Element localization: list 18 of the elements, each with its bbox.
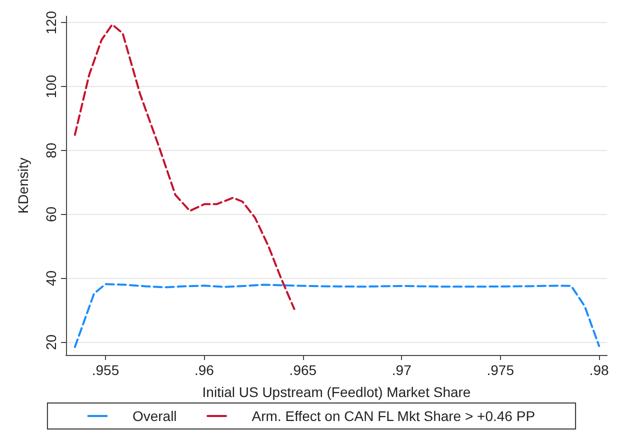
y-tick-label: 120	[43, 10, 59, 34]
line-series	[74, 283, 600, 348]
legend-label: Arm. Effect on CAN FL Mkt Share > +0.46 PP	[252, 408, 536, 424]
x-tick-label: .98	[589, 362, 610, 378]
legend-label: Overall	[132, 408, 177, 424]
x-tick-label: .975	[486, 362, 514, 378]
x-tick-label: .97	[392, 362, 412, 378]
x-axis-title: Initial US Upstream (Feedlot) Market Share	[202, 384, 471, 400]
line-series	[74, 24, 296, 310]
y-tick-label: 80	[43, 142, 59, 158]
y-axis-title: KDensity	[15, 158, 31, 214]
x-tick-label: .96	[194, 362, 214, 378]
y-tick-label: 40	[43, 270, 59, 286]
y-tick-label: 100	[43, 74, 59, 98]
y-tick-label: 20	[43, 334, 59, 350]
x-tick-label: .965	[289, 362, 317, 378]
y-tick-label: 60	[43, 206, 59, 222]
x-tick-label: .955	[92, 362, 120, 378]
